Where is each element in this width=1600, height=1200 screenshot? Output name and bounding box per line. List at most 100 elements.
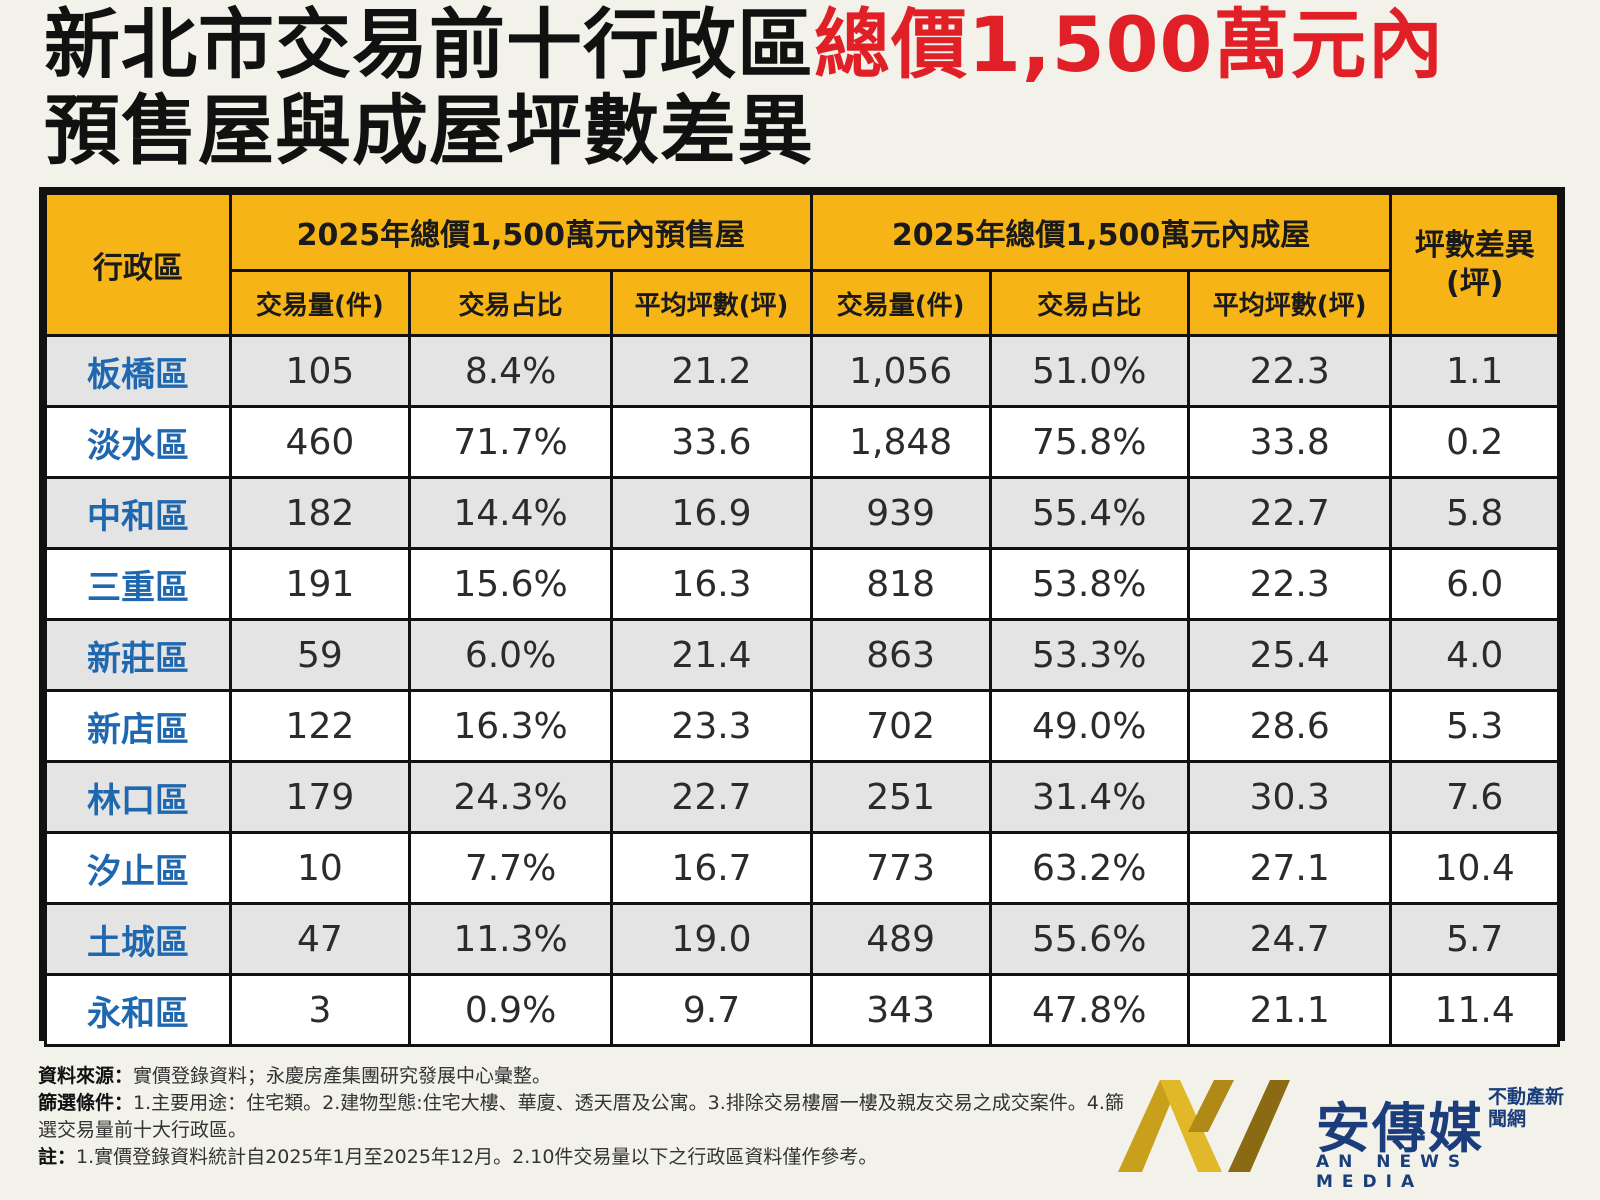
data-table-frame: 行政區 2025年總價1,500萬元內預售屋 2025年總價1,500萬元內成屋… <box>39 187 1565 1047</box>
presale-volume-cell: 3 <box>229 973 411 1047</box>
presale-share-cell: 7.7% <box>407 831 614 905</box>
presale-share-cell: 6.0% <box>407 618 614 692</box>
district-cell: 新莊區 <box>44 618 232 692</box>
an-news-logo: 安傳媒 不動產新聞網 AN NEWS MEDIA <box>1118 1072 1570 1192</box>
size-diff-cell: 5.7 <box>1389 902 1560 976</box>
district-cell: 林口區 <box>44 760 232 834</box>
header-presale-volume: 交易量(件) <box>229 269 411 337</box>
existing-volume-cell: 1,848 <box>809 405 992 479</box>
presale-share-cell: 11.3% <box>407 902 614 976</box>
size-diff-cell: 5.3 <box>1389 689 1560 763</box>
source-note: 資料來源：實價登錄資料；永慶房產集團研究發展中心彙整。 <box>38 1063 1138 1090</box>
header-size-diff: 坪數差異(坪) <box>1389 192 1560 337</box>
presale-share-cell: 16.3% <box>407 689 614 763</box>
presale-avg-size-cell: 21.4 <box>610 618 813 692</box>
presale-volume-cell: 59 <box>229 618 411 692</box>
page-title: 新北市交易前十行政區總價1,500萬元內 預售屋與成屋坪數差異 <box>44 2 1444 174</box>
district-cell: 淡水區 <box>44 405 232 479</box>
presale-avg-size-cell: 19.0 <box>610 902 813 976</box>
district-cell: 板橋區 <box>44 334 232 408</box>
header-existing-group: 2025年總價1,500萬元內成屋 <box>809 192 1393 272</box>
presale-share-cell: 71.7% <box>407 405 614 479</box>
table-row: 中和區 182 14.4% 16.9 939 55.4% 22.7 5.8 <box>44 476 1560 550</box>
logo-english: AN NEWS MEDIA <box>1316 1152 1470 1192</box>
size-diff-cell: 6.0 <box>1389 547 1560 621</box>
existing-volume-cell: 818 <box>809 547 992 621</box>
district-cell: 土城區 <box>44 902 232 976</box>
table-row: 土城區 47 11.3% 19.0 489 55.6% 24.7 5.7 <box>44 902 1560 976</box>
existing-share-cell: 75.8% <box>988 405 1190 479</box>
presale-volume-cell: 47 <box>229 902 411 976</box>
filter-label: 篩選條件： <box>38 1092 134 1114</box>
presale-volume-cell: 179 <box>229 760 411 834</box>
presale-avg-size-cell: 16.9 <box>610 476 813 550</box>
presale-share-cell: 15.6% <box>407 547 614 621</box>
presale-share-cell: 8.4% <box>407 334 614 408</box>
existing-avg-size-cell: 33.8 <box>1186 405 1393 479</box>
district-cell: 中和區 <box>44 476 232 550</box>
source-text: 實價登錄資料；永慶房產集團研究發展中心彙整。 <box>133 1065 552 1087</box>
presale-avg-size-cell: 16.7 <box>610 831 813 905</box>
presale-avg-size-cell: 9.7 <box>610 973 813 1047</box>
title-line-2: 預售屋與成屋坪數差異 <box>44 86 814 175</box>
presale-avg-size-cell: 21.2 <box>610 334 813 408</box>
filter-text: 1.主要用途：住宅類。2.建物型態:住宅大樓、華廈、透天厝及公寓。3.排除交易樓… <box>38 1092 1124 1141</box>
table-row: 淡水區 460 71.7% 33.6 1,848 75.8% 33.8 0.2 <box>44 405 1560 479</box>
presale-share-cell: 14.4% <box>407 476 614 550</box>
existing-avg-size-cell: 30.3 <box>1186 760 1393 834</box>
existing-avg-size-cell: 22.3 <box>1186 334 1393 408</box>
presale-share-cell: 24.3% <box>407 760 614 834</box>
existing-avg-size-cell: 24.7 <box>1186 902 1393 976</box>
district-cell: 永和區 <box>44 973 232 1047</box>
header-existing-volume: 交易量(件) <box>809 269 992 337</box>
size-diff-cell: 7.6 <box>1389 760 1560 834</box>
title-line-1: 新北市交易前十行政區總價1,500萬元內 <box>44 2 1444 88</box>
header-presale-share: 交易占比 <box>407 269 614 337</box>
data-table: 行政區 2025年總價1,500萬元內預售屋 2025年總價1,500萬元內成屋… <box>44 192 1560 1047</box>
existing-volume-cell: 863 <box>809 618 992 692</box>
existing-volume-cell: 343 <box>809 973 992 1047</box>
logo-name: 安傳媒 <box>1316 1097 1484 1160</box>
existing-share-cell: 53.3% <box>988 618 1190 692</box>
existing-avg-size-cell: 25.4 <box>1186 618 1393 692</box>
source-label: 資料來源： <box>38 1065 134 1087</box>
presale-avg-size-cell: 16.3 <box>610 547 813 621</box>
presale-volume-cell: 182 <box>229 476 411 550</box>
logo-subtitle: 不動產新聞網 <box>1488 1086 1565 1130</box>
remark-note: 註：1.實價登錄資料統計自2025年1月至2025年12月。2.10件交易量以下… <box>38 1144 1138 1171</box>
existing-share-cell: 55.4% <box>988 476 1190 550</box>
table-row: 新店區 122 16.3% 23.3 702 49.0% 28.6 5.3 <box>44 689 1560 763</box>
title-black-part: 新北市交易前十行政區 <box>44 0 814 89</box>
table-body: 板橋區 105 8.4% 21.2 1,056 51.0% 22.3 1.1 淡水區 460 71.… <box>44 334 1560 1047</box>
table-header: 行政區 2025年總價1,500萬元內預售屋 2025年總價1,500萬元內成屋… <box>44 192 1560 337</box>
existing-avg-size-cell: 28.6 <box>1186 689 1393 763</box>
existing-share-cell: 51.0% <box>988 334 1190 408</box>
note-label: 註： <box>38 1146 77 1168</box>
table-row: 板橋區 105 8.4% 21.2 1,056 51.0% 22.3 1.1 <box>44 334 1560 408</box>
district-cell: 汐止區 <box>44 831 232 905</box>
existing-share-cell: 31.4% <box>988 760 1190 834</box>
presale-volume-cell: 122 <box>229 689 411 763</box>
header-presale-group: 2025年總價1,500萬元內預售屋 <box>229 192 813 272</box>
size-diff-cell: 0.2 <box>1389 405 1560 479</box>
presale-volume-cell: 460 <box>229 405 411 479</box>
existing-volume-cell: 489 <box>809 902 992 976</box>
existing-volume-cell: 1,056 <box>809 334 992 408</box>
existing-share-cell: 47.8% <box>988 973 1190 1047</box>
existing-share-cell: 63.2% <box>988 831 1190 905</box>
note-text: 1.實價登錄資料統計自2025年1月至2025年12月。2.10件交易量以下之行… <box>76 1146 878 1168</box>
an-news-logo-icon <box>1118 1080 1290 1172</box>
filter-note: 篩選條件：1.主要用途：住宅類。2.建物型態:住宅大樓、華廈、透天厝及公寓。3.… <box>38 1090 1138 1144</box>
table-row: 汐止區 10 7.7% 16.7 773 63.2% 27.1 10.4 <box>44 831 1560 905</box>
existing-volume-cell: 251 <box>809 760 992 834</box>
presale-volume-cell: 105 <box>229 334 411 408</box>
presale-avg-size-cell: 33.6 <box>610 405 813 479</box>
presale-volume-cell: 10 <box>229 831 411 905</box>
existing-volume-cell: 773 <box>809 831 992 905</box>
table-row: 三重區 191 15.6% 16.3 818 53.8% 22.3 6.0 <box>44 547 1560 621</box>
presale-avg-size-cell: 22.7 <box>610 760 813 834</box>
district-cell: 三重區 <box>44 547 232 621</box>
presale-avg-size-cell: 23.3 <box>610 689 813 763</box>
existing-volume-cell: 939 <box>809 476 992 550</box>
header-existing-avg-size: 平均坪數(坪) <box>1186 269 1393 337</box>
